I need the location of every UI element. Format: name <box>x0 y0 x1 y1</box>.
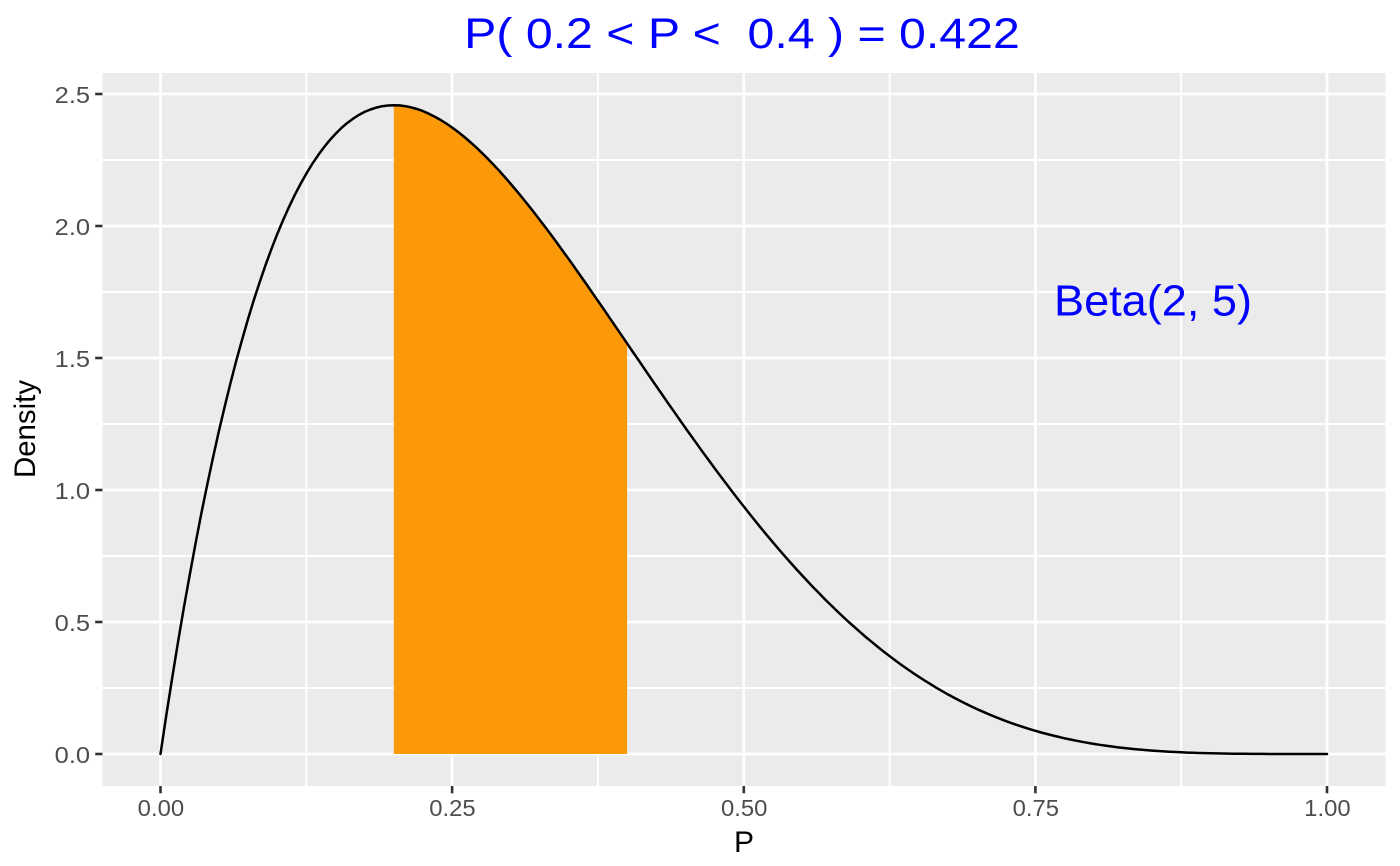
svg-text:0.25: 0.25 <box>429 795 475 821</box>
svg-text:0.5: 0.5 <box>55 610 90 636</box>
svg-text:1.0: 1.0 <box>55 478 90 504</box>
svg-text:0.50: 0.50 <box>721 795 767 821</box>
svg-text:P: P <box>734 826 754 859</box>
svg-text:0.75: 0.75 <box>1013 795 1059 821</box>
svg-text:Density: Density <box>9 380 42 478</box>
svg-text:0.00: 0.00 <box>138 795 184 821</box>
svg-text:1.5: 1.5 <box>55 346 90 372</box>
svg-text:P( 0.2 < P < 0.4 ) = 0.422: P( 0.2 < P < 0.4 ) = 0.422 <box>464 10 1020 58</box>
svg-text:Beta(2, 5): Beta(2, 5) <box>1054 276 1252 325</box>
svg-text:2.0: 2.0 <box>55 214 90 240</box>
svg-text:0.0: 0.0 <box>55 742 90 768</box>
svg-text:2.5: 2.5 <box>55 82 90 108</box>
svg-text:1.00: 1.00 <box>1304 795 1350 821</box>
